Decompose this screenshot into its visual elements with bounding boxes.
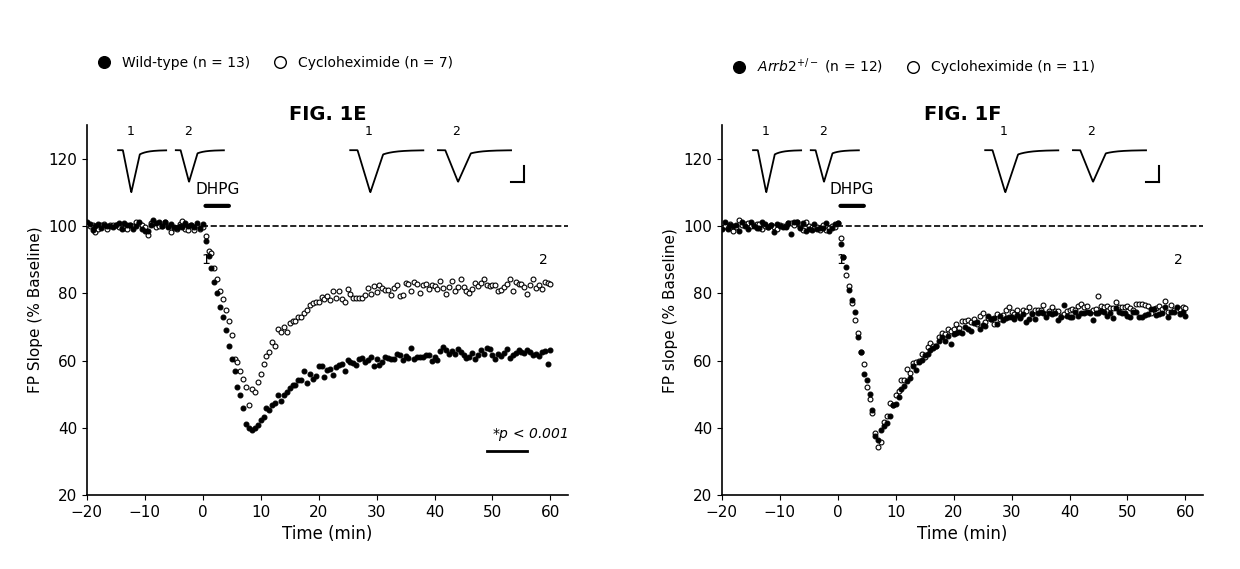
Text: DHPG: DHPG (195, 183, 239, 197)
X-axis label: Time (min): Time (min) (918, 525, 1007, 543)
Title: FIG. 1F: FIG. 1F (924, 105, 1001, 123)
Legend: $\it{Arrb2}$$^{+/-}$ (n = 12), Cycloheximide (n = 11): $\it{Arrb2}$$^{+/-}$ (n = 12), Cyclohexi… (719, 51, 1101, 81)
Title: FIG. 1E: FIG. 1E (289, 105, 366, 123)
X-axis label: Time (min): Time (min) (283, 525, 372, 543)
Text: 1: 1 (836, 253, 844, 267)
Y-axis label: FP slope (% Baseline): FP slope (% Baseline) (662, 228, 677, 393)
Text: DHPG: DHPG (830, 183, 874, 197)
Text: 1: 1 (201, 253, 210, 267)
Legend: Wild-type (n = 13), Cycloheximide (n = 7): Wild-type (n = 13), Cycloheximide (n = 7… (84, 51, 459, 76)
Text: 2: 2 (1174, 253, 1183, 267)
Text: 2: 2 (539, 253, 548, 267)
Text: $*$p < 0.001: $*$p < 0.001 (492, 426, 568, 443)
Y-axis label: FP Slope (% Baseline): FP Slope (% Baseline) (27, 227, 42, 393)
